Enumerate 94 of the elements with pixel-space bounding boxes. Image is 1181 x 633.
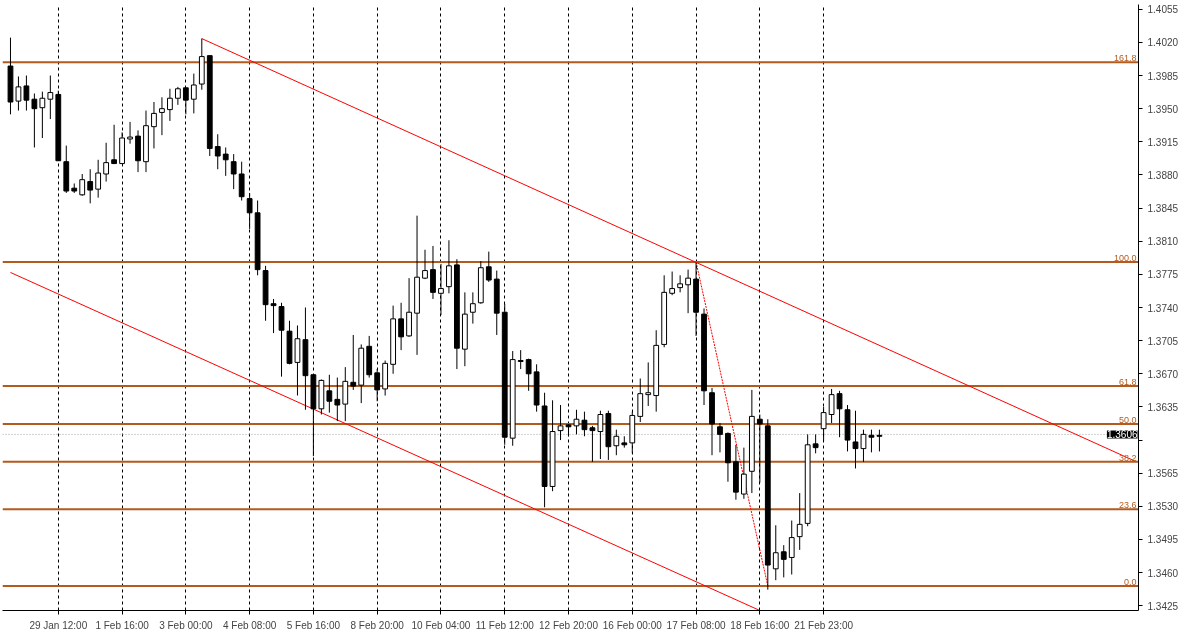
y-tick-label: 1.4020 <box>1147 37 1179 49</box>
candlestick <box>151 101 157 149</box>
candlestick <box>95 159 102 199</box>
x-tick-label: 17 Feb 08:00 <box>666 619 726 631</box>
candlestick <box>613 429 620 456</box>
x-tick-label: 12 Feb 20:00 <box>539 619 599 631</box>
candlestick <box>597 410 604 460</box>
candlestick <box>230 153 237 190</box>
candlestick <box>79 173 86 197</box>
y-tick-label: 1.3845 <box>1147 203 1179 215</box>
candlestick <box>469 291 476 325</box>
candlestick <box>190 73 197 114</box>
candlestick <box>446 239 452 294</box>
x-tick-label: 16 Feb 00:00 <box>602 619 663 631</box>
candlestick <box>342 366 349 422</box>
x-tick-label: 3 Feb 00:00 <box>159 619 213 631</box>
candlestick <box>669 271 676 296</box>
y-tick-label: 1.3985 <box>1147 70 1179 82</box>
x-tick-label: 5 Feb 16:00 <box>286 619 341 631</box>
candlestick <box>836 390 843 438</box>
annotation: 100.0 <box>1113 253 1137 264</box>
candlestick <box>334 377 341 422</box>
y-tick-label: 1.3635 <box>1147 401 1179 413</box>
x-tick-label: 8 Feb 20:00 <box>350 619 405 631</box>
annotation: 61.8 <box>1118 377 1137 388</box>
candlestick <box>485 251 492 283</box>
x-tick-label: 4 Feb 08:00 <box>222 619 277 631</box>
candlestick <box>780 544 787 578</box>
candlestick <box>47 75 54 120</box>
y-tick-label: 1.3495 <box>1147 534 1179 546</box>
candlestick <box>772 524 779 581</box>
candlestick <box>374 368 381 402</box>
candlestick <box>876 429 883 452</box>
candlestick <box>741 447 747 500</box>
y-tick-label: 1.3950 <box>1147 103 1179 115</box>
candlestick <box>31 93 38 148</box>
candlestick <box>438 263 444 316</box>
candlestick <box>422 249 428 280</box>
candlestick <box>430 245 436 300</box>
candlestick <box>637 378 644 423</box>
candlestick <box>23 75 30 112</box>
x-tick-label: 10 Feb 04:00 <box>411 619 471 631</box>
candlestick <box>103 142 110 183</box>
candlestick <box>159 96 165 136</box>
candlestick <box>246 192 253 230</box>
candlestick <box>182 87 189 115</box>
x-tick-label: 1 Feb 16:00 <box>95 619 150 631</box>
x-tick-label: 11 Feb 12:00 <box>475 619 535 631</box>
x-tick-label: 18 Feb 16:00 <box>730 619 790 631</box>
candlestick <box>270 298 277 334</box>
candlestick <box>685 269 691 314</box>
y-tick-label: 1.3775 <box>1147 269 1179 281</box>
y-tick-label: 1.3740 <box>1147 302 1179 314</box>
x-tick-label: 21 Feb 23:00 <box>794 619 854 631</box>
y-tick-label: 1.3460 <box>1147 567 1179 579</box>
y-tick-label: 1.3705 <box>1147 335 1179 347</box>
candlestick <box>350 334 357 391</box>
y-tick-label: 1.3810 <box>1147 236 1179 248</box>
candlestick <box>214 133 221 170</box>
candlestick <box>127 121 133 145</box>
candlestick <box>406 277 412 338</box>
y-tick-label: 1.3425 <box>1147 600 1179 612</box>
annotation: 0.0 <box>1123 576 1137 587</box>
candlestick <box>756 414 763 484</box>
candlestick <box>398 302 404 351</box>
y-tick-label: 1.3915 <box>1147 136 1179 148</box>
annotation: 161.8 <box>1113 53 1137 64</box>
candlestick <box>87 168 94 204</box>
candlestick <box>645 361 652 407</box>
annotation: 50.0 <box>1118 414 1137 425</box>
candlestick <box>812 433 819 454</box>
candlestick <box>278 302 285 378</box>
x-tick-label: 29 Jan 12:00 <box>29 619 88 631</box>
candlestick <box>525 358 532 392</box>
candlestick <box>517 349 524 370</box>
candlestick <box>589 425 596 463</box>
y-tick-label: 1.3565 <box>1147 468 1179 480</box>
candlestick <box>788 520 795 576</box>
ref-line-label: 1.3606 <box>1106 429 1138 441</box>
candlestick <box>717 422 723 453</box>
candlestick <box>828 388 835 424</box>
annotation: 23.6 <box>1118 500 1137 511</box>
candlestick <box>238 161 245 201</box>
candlestick <box>796 492 803 551</box>
candlestick <box>222 146 229 177</box>
y-tick-label: 1.4055 <box>1147 4 1179 16</box>
candlestick <box>167 88 173 122</box>
y-tick-label: 1.3670 <box>1147 368 1179 380</box>
candlestick <box>39 91 46 139</box>
y-tick-label: 1.3530 <box>1147 501 1179 513</box>
candlestick <box>326 374 333 414</box>
y-tick-label: 1.3880 <box>1147 169 1179 181</box>
candlestick <box>677 274 684 293</box>
candlestick <box>111 124 117 165</box>
